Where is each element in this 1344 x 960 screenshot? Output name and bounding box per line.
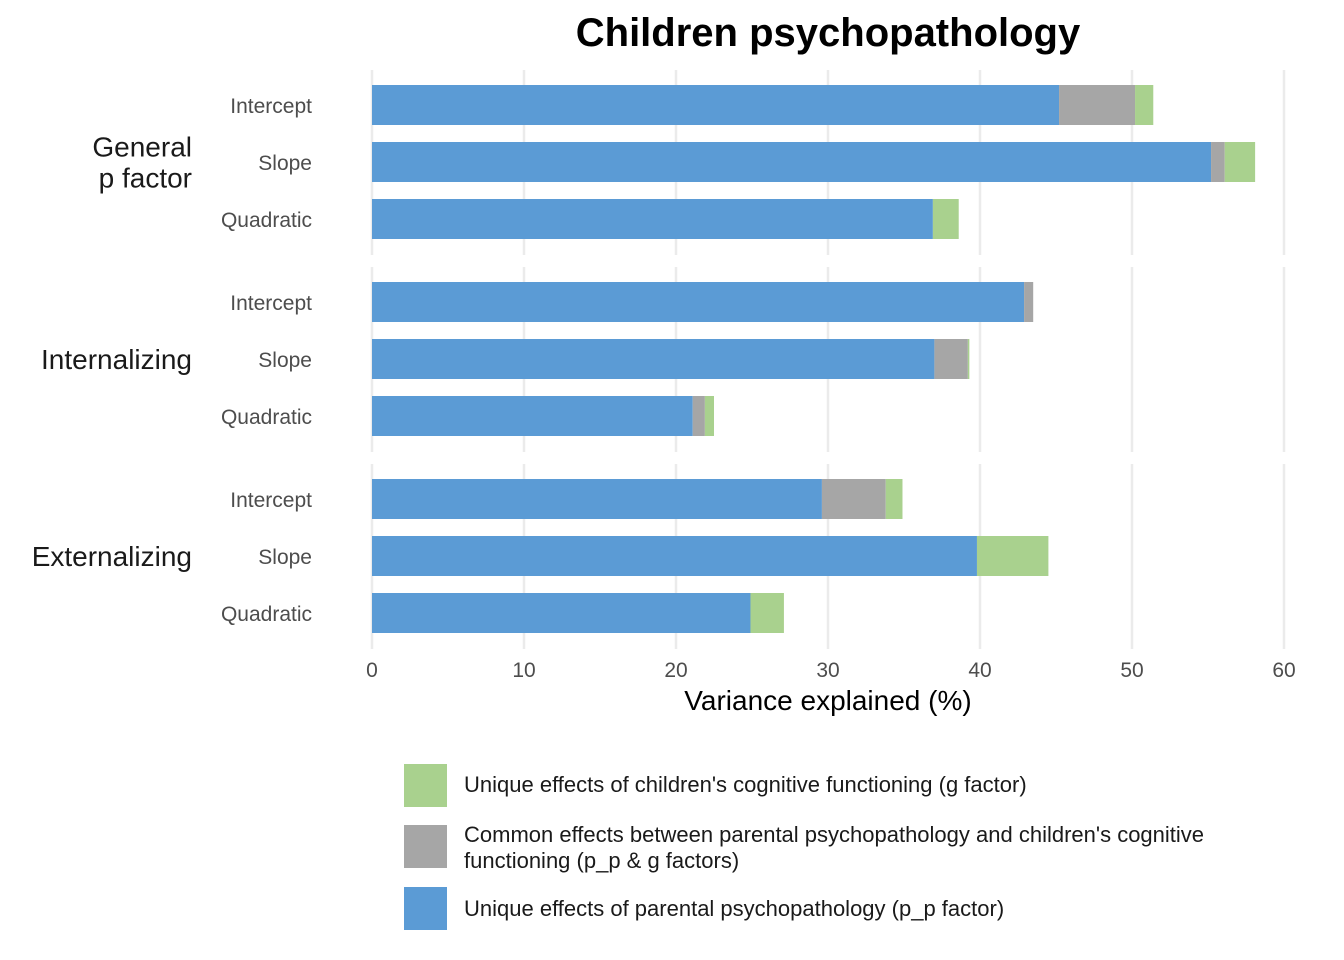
bar-segment-2-1-0 (372, 536, 977, 576)
x-tick-label: 0 (366, 659, 378, 682)
bar-segment-2-2-2 (750, 593, 784, 633)
legend-swatch (404, 764, 447, 807)
bar-segment-2-0-2 (885, 479, 903, 519)
row-label: Intercept (230, 95, 312, 118)
bar-segment-2-2-0 (372, 593, 751, 633)
bar-segment-1-2-2 (704, 396, 714, 436)
legend-swatch (404, 825, 447, 868)
bar-segment-0-0-0 (372, 85, 1060, 125)
bar-segment-0-2-2 (932, 199, 959, 239)
bar-segment-0-1-0 (372, 142, 1212, 182)
row-label: Slope (258, 152, 312, 175)
bar-segment-2-0-0 (372, 479, 822, 519)
legend-label: Common effects between parental psychopa… (464, 822, 1205, 873)
row-label: Slope (258, 546, 312, 569)
legend-label: Unique effects of children's cognitive f… (464, 772, 1027, 797)
bar-segment-1-0-1 (1024, 282, 1034, 322)
bar-segment-0-1-2 (1224, 142, 1256, 182)
bar-segment-0-2-0 (372, 199, 933, 239)
group-label-line: p factor (99, 163, 192, 194)
bar-segment-1-2-1 (692, 396, 705, 436)
bar-segment-1-1-1 (934, 339, 968, 379)
legend-label: Unique effects of parental psychopatholo… (464, 896, 1005, 921)
row-label: Intercept (230, 489, 312, 512)
group-label: Externalizing (32, 541, 192, 572)
row-label: Intercept (230, 292, 312, 315)
legend-swatch (404, 887, 447, 930)
bar-segment-1-2-0 (372, 396, 693, 436)
bars (372, 85, 1256, 633)
row-label: Slope (258, 349, 312, 372)
x-tick-label: 60 (1272, 659, 1295, 682)
x-tick-label: 50 (1120, 659, 1143, 682)
x-tick-label: 40 (968, 659, 991, 682)
bar-segment-1-1-0 (372, 339, 935, 379)
bar-segment-0-1-1 (1211, 142, 1225, 182)
row-label: Quadratic (221, 209, 312, 232)
group-labels: General p factor Internalizing Externalizin… (32, 132, 192, 573)
bar-segment-0-0-1 (1059, 85, 1136, 125)
row-labels: Intercept Slope Quadratic Intercept Slope Qua… (221, 95, 312, 626)
group-label: General p factor (92, 132, 192, 194)
bar-segment-1-1-2 (967, 339, 970, 379)
bar-segment-2-1-2 (976, 536, 1049, 576)
group-label: Internalizing (41, 344, 192, 375)
x-tick-label: 30 (816, 659, 839, 682)
bar-segment-2-0-1 (821, 479, 886, 519)
row-label: Quadratic (221, 603, 312, 626)
group-label-line: General (92, 132, 192, 163)
x-tick-label: 20 (664, 659, 687, 682)
x-tick-label: 10 (512, 659, 535, 682)
x-axis-label: Variance explained (%) (684, 685, 971, 716)
bar-segment-1-0-0 (372, 282, 1025, 322)
row-label: Quadratic (221, 406, 312, 429)
x-axis-ticks: 0 10 20 30 40 50 60 (366, 659, 1296, 682)
group-label-line: Internalizing (41, 344, 192, 375)
chart-title: Children psychopathology (576, 11, 1081, 55)
bar-segment-0-0-2 (1135, 85, 1154, 125)
group-label-line: Externalizing (32, 541, 192, 572)
